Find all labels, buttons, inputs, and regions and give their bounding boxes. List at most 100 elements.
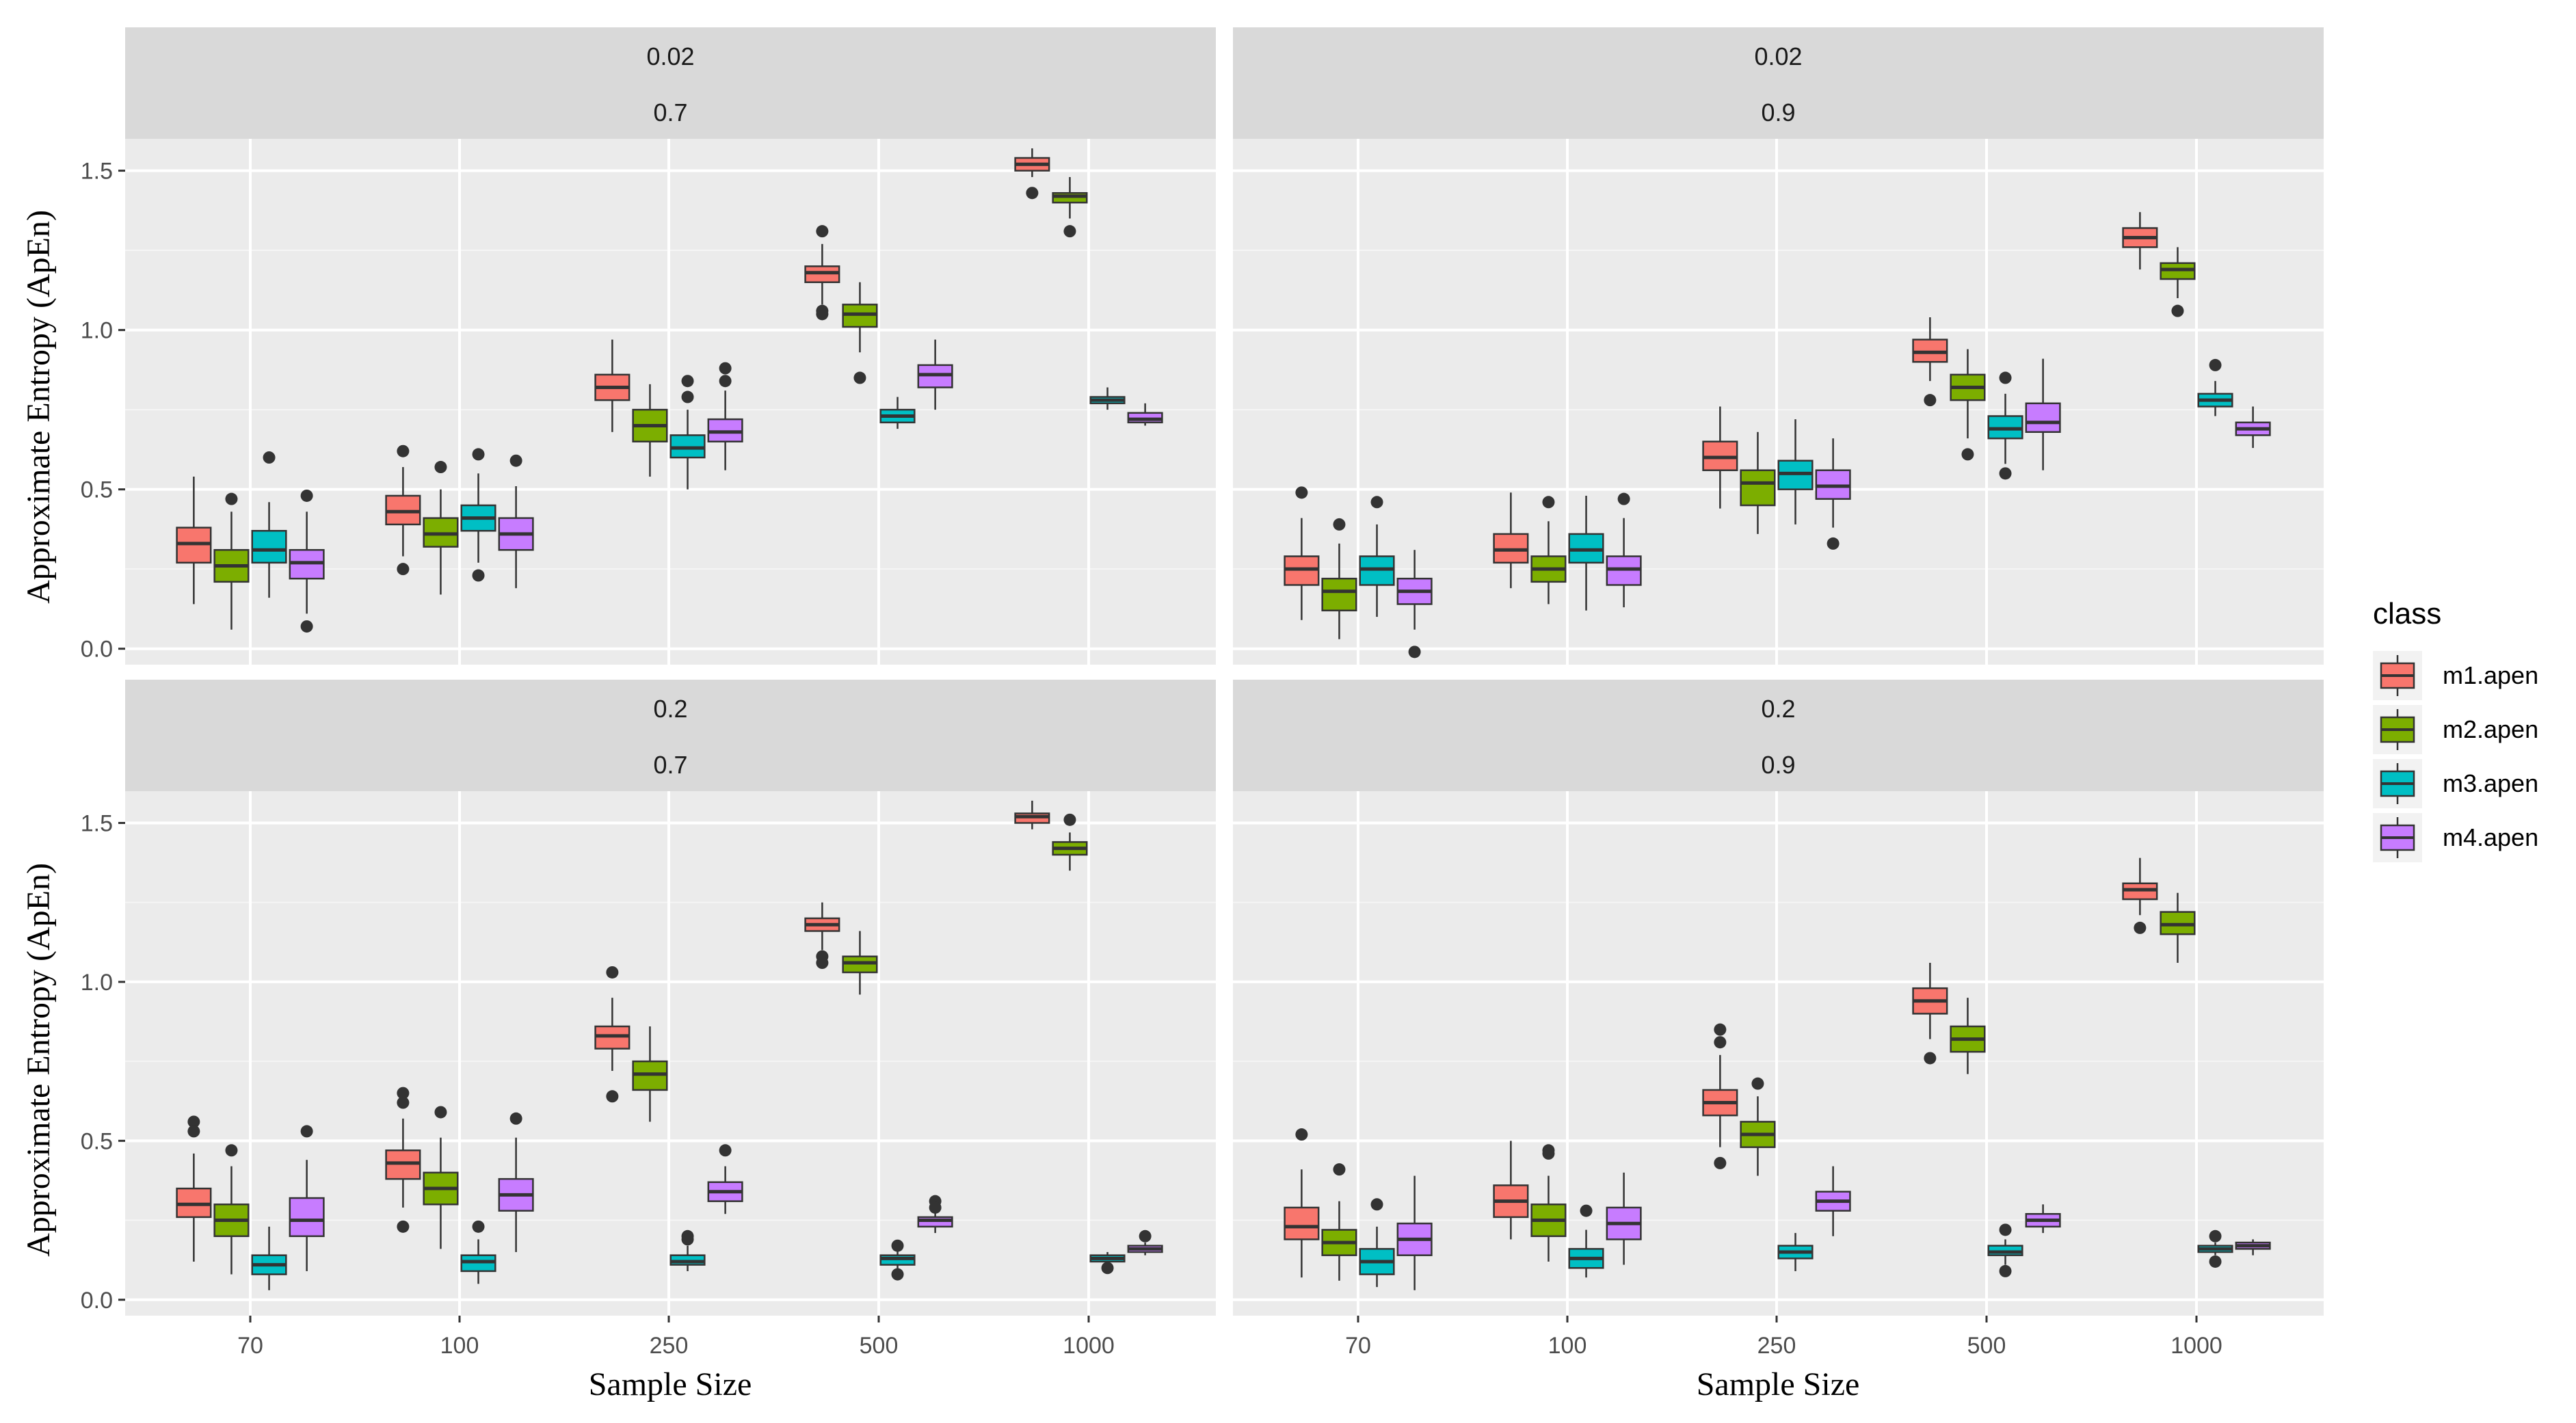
outlier-point xyxy=(1924,1052,1937,1065)
y-tick-label: 1.5 xyxy=(81,159,113,185)
box-m2.apen-250 xyxy=(632,384,668,477)
outlier-point xyxy=(2209,1229,2222,1242)
outlier-point xyxy=(816,308,829,321)
outlier-point xyxy=(1408,646,1421,659)
box-m1.apen-100 xyxy=(385,444,421,576)
legend-key-m3.apen: m3.apen xyxy=(2373,759,2538,808)
box-m2.apen-100 xyxy=(1530,496,1567,604)
outlier-point xyxy=(263,451,276,464)
panel-strip xyxy=(1233,27,2324,139)
outlier-point xyxy=(1026,187,1039,200)
outlier-point xyxy=(853,371,866,384)
outlier-point xyxy=(1751,1077,1764,1090)
outlier-point xyxy=(1999,1264,2012,1277)
x-tick-label: 70 xyxy=(237,1333,263,1359)
box-m2.apen-100 xyxy=(1530,1144,1567,1262)
outlier-point xyxy=(1924,394,1937,407)
outlier-point xyxy=(1333,518,1346,531)
box-m4.apen-100 xyxy=(1606,1172,1642,1265)
panel-background xyxy=(1233,791,2324,1316)
x-tick-label: 1000 xyxy=(1063,1333,1115,1359)
outlier-point xyxy=(434,1106,447,1119)
y-tick-label: 0.0 xyxy=(81,637,113,663)
box-m3.apen-500 xyxy=(879,1239,916,1281)
box-m1.apen-1000 xyxy=(2122,212,2158,270)
box-m2.apen-70 xyxy=(1321,1163,1357,1281)
outlier-point xyxy=(225,1144,238,1157)
outlier-point xyxy=(1101,1262,1114,1275)
box-m2.apen-70 xyxy=(213,492,250,630)
box-m2.apen-100 xyxy=(423,461,459,595)
outlier-point xyxy=(1714,1156,1727,1169)
box-m4.apen-250 xyxy=(707,362,743,470)
box-m3.apen-1000 xyxy=(2197,358,2233,416)
box-m3.apen-250 xyxy=(1777,419,1814,524)
outlier-point xyxy=(891,1239,904,1252)
box-m4.apen-70 xyxy=(289,489,325,633)
box-body xyxy=(1321,577,1357,612)
box-m3.apen-250 xyxy=(669,375,706,490)
x-tick-label: 250 xyxy=(1757,1333,1796,1359)
outlier-point xyxy=(719,1144,732,1157)
y-tick-label: 1.0 xyxy=(81,318,113,344)
box-m3.apen-1000 xyxy=(1089,1252,1126,1275)
box-m2.apen-1000 xyxy=(2160,247,2196,317)
box-m3.apen-250 xyxy=(1777,1233,1814,1271)
outlier-point xyxy=(606,966,619,979)
box-m4.apen-100 xyxy=(498,1112,534,1253)
x-axis-title-right: Sample Size xyxy=(1697,1366,1860,1402)
box-m4.apen-1000 xyxy=(1127,1229,1163,1255)
outlier-point xyxy=(1714,1023,1727,1036)
outlier-point xyxy=(300,489,313,502)
box-m3.apen-100 xyxy=(460,448,496,582)
outlier-point xyxy=(681,375,694,388)
x-tick-label: 500 xyxy=(860,1333,899,1359)
y-tick-label: 0.5 xyxy=(81,477,113,503)
box-m4.apen-1000 xyxy=(2235,1239,2271,1255)
box-body xyxy=(289,1197,325,1238)
y-tick-label: 1.0 xyxy=(81,970,113,996)
box-m2.apen-1000 xyxy=(2160,892,2196,963)
box-m1.apen-1000 xyxy=(2122,857,2158,934)
panel-strip xyxy=(125,680,1216,791)
box-m4.apen-500 xyxy=(917,1195,953,1234)
panel-3: 0.2 0.7 0.0 0.5 1.0 1.5 70 100 250 500 1000 xyxy=(81,680,1216,1359)
outlier-point xyxy=(300,1125,313,1138)
x-tick-label: 1000 xyxy=(2170,1333,2222,1359)
box-m3.apen-100 xyxy=(460,1220,496,1284)
box-body xyxy=(1284,1206,1320,1240)
box-m2.apen-250 xyxy=(632,1026,668,1122)
box-m1.apen-70 xyxy=(1284,486,1320,620)
outlier-point xyxy=(472,1220,485,1233)
box-m3.apen-70 xyxy=(251,1226,287,1290)
outlier-point xyxy=(681,1233,694,1246)
box-m2.apen-250 xyxy=(1740,431,1776,534)
outlier-point xyxy=(1370,496,1383,509)
outlier-point xyxy=(2209,358,2222,371)
outlier-point xyxy=(1295,1128,1308,1141)
outlier-point xyxy=(397,1220,410,1233)
outlier-point xyxy=(719,362,732,375)
strip-label: 0.7 xyxy=(653,751,687,779)
outlier-point xyxy=(1542,1147,1555,1160)
legend-key-m2.apen: m2.apen xyxy=(2373,705,2538,754)
outlier-point xyxy=(434,461,447,474)
box-m3.apen-1000 xyxy=(1089,387,1126,410)
y-tick-label: 0.0 xyxy=(81,1288,113,1314)
panel-4: 0.2 0.9 70 100 250 500 1000 xyxy=(1233,680,2324,1359)
outlier-point xyxy=(1139,1229,1152,1242)
outlier-point xyxy=(816,225,829,238)
outlier-point xyxy=(1333,1163,1346,1176)
box-m2.apen-100 xyxy=(423,1106,459,1249)
box-m2.apen-70 xyxy=(1321,518,1357,639)
outlier-point xyxy=(1295,486,1308,499)
box-m3.apen-100 xyxy=(1568,1204,1604,1278)
outlier-point xyxy=(2171,304,2184,317)
outlier-point xyxy=(1827,537,1840,550)
box-m1.apen-70 xyxy=(176,477,212,604)
box-m4.apen-500 xyxy=(2025,1204,2061,1234)
box-body xyxy=(2025,402,2061,434)
outlier-point xyxy=(1617,492,1630,505)
outlier-point xyxy=(681,390,694,403)
box-m1.apen-250 xyxy=(594,966,630,1103)
